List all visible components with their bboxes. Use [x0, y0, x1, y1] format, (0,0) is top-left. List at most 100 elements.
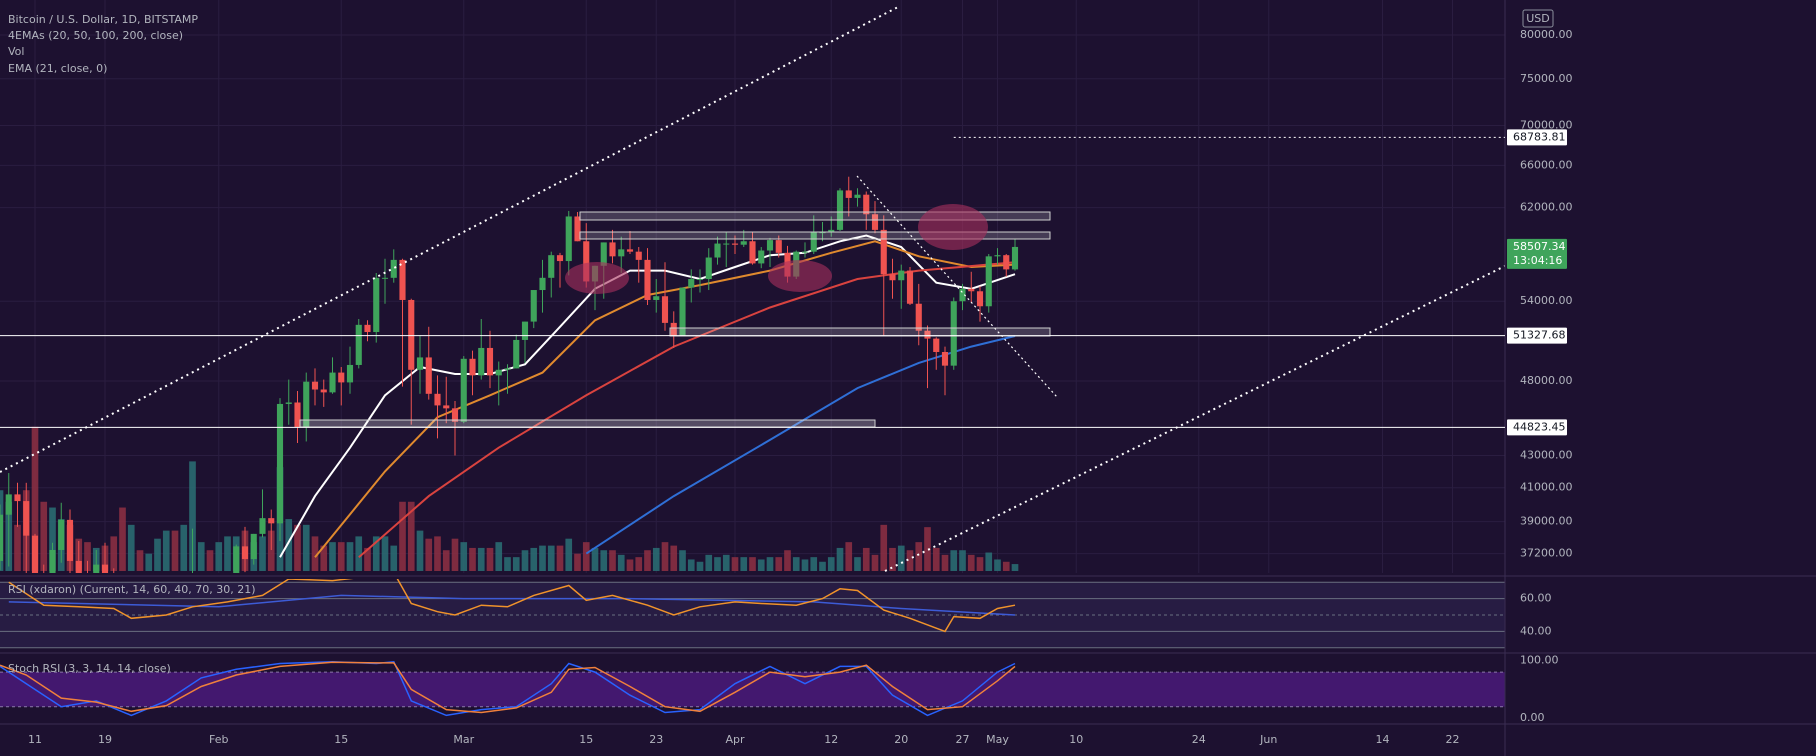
candle-body: [863, 194, 870, 215]
volume-bar: [810, 557, 818, 571]
candle-body: [101, 564, 109, 573]
rsi-ma: [8, 594, 1016, 616]
volume-bar: [705, 554, 713, 571]
candle-body: [14, 494, 21, 502]
rsi-tick-label: 40.00: [1520, 624, 1552, 637]
volume-bar: [565, 538, 573, 571]
volume-bar: [932, 547, 940, 571]
volume-bar: [355, 536, 363, 571]
volume-bar: [722, 554, 730, 571]
countdown: 13:04:16: [1513, 254, 1562, 267]
candle-body: [994, 255, 1001, 257]
x-tick-label: 22: [1446, 733, 1460, 746]
candle-body: [740, 241, 747, 245]
x-tick-label: 14: [1376, 733, 1390, 746]
volume-bar: [976, 557, 984, 571]
candle-body: [574, 216, 581, 242]
candle-body: [521, 321, 529, 340]
volume-bar: [434, 536, 441, 571]
volume-bar: [556, 545, 564, 571]
candle-body: [600, 242, 607, 266]
candle-body: [469, 358, 476, 376]
volume-bar: [407, 501, 415, 571]
candle-body: [548, 255, 555, 278]
y-tick-label: 43000.00: [1520, 448, 1573, 461]
candle-body: [565, 216, 572, 262]
volume-bar: [792, 557, 800, 571]
indicator-label: 4EMAs (20, 50, 100, 200, close): [8, 29, 183, 42]
volume-bar: [941, 554, 949, 571]
candle-body: [381, 277, 389, 279]
candle-body: [731, 243, 739, 245]
candle-body: [714, 243, 721, 258]
candle-body: [810, 232, 817, 252]
support-zone: [299, 419, 876, 428]
y-tick-label: 80000.00: [1520, 28, 1573, 41]
candle-body: [819, 232, 826, 234]
volume-bar: [399, 501, 406, 571]
price-tag: [1507, 238, 1567, 269]
candle-body: [766, 240, 774, 251]
candle-body: [268, 518, 275, 524]
volume-bar: [495, 542, 503, 571]
candle-body: [399, 259, 406, 300]
volume-bar: [224, 536, 231, 571]
x-tick-label: 27: [956, 733, 970, 746]
volume-bar: [189, 461, 196, 571]
volume-bar: [582, 542, 590, 571]
candle-body: [75, 560, 82, 573]
candle-body: [355, 324, 362, 365]
candle-body: [801, 251, 809, 253]
candle-body: [486, 347, 494, 376]
moving-average: [585, 335, 1016, 555]
indicator-label: Vol: [8, 45, 24, 58]
candle-body: [311, 381, 319, 390]
candle-body: [259, 518, 266, 534]
volume-bar: [294, 524, 301, 571]
volume-bar: [372, 536, 380, 571]
volume-bar: [950, 550, 958, 571]
candle-body: [775, 240, 782, 253]
stoch-tick-label: 0.00: [1520, 711, 1545, 724]
rsi-tick-label: 60.00: [1520, 592, 1552, 605]
volume-bar: [714, 557, 721, 571]
volume-bar: [171, 530, 179, 571]
price-tag-label: 44823.45: [1513, 420, 1566, 433]
support-zone: [669, 327, 1051, 337]
volume-bar: [530, 547, 538, 571]
pane-content: [0, 579, 1505, 649]
rsi-line: [8, 579, 1016, 633]
volume-bar: [924, 527, 931, 571]
candle-body: [434, 393, 441, 406]
volume-bar: [1002, 561, 1010, 571]
volume-bar: [644, 550, 651, 571]
candle-body: [898, 270, 905, 281]
candle-body: [66, 519, 74, 561]
volume-bar: [84, 542, 91, 571]
volume-bar: [731, 557, 739, 571]
price-tag-label: 51327.68: [1513, 329, 1566, 342]
volume-bar: [766, 557, 774, 571]
x-tick-label: 24: [1192, 733, 1206, 746]
volume-bar: [311, 536, 319, 571]
candle-body: [583, 241, 590, 282]
volume-bar: [784, 550, 791, 571]
price-pane: [0, 176, 1019, 573]
volume-bar: [661, 542, 669, 571]
channel-lower: [884, 265, 1505, 572]
volume-bar: [862, 547, 870, 571]
drawings: [0, 5, 1505, 572]
volume-bar: [259, 536, 266, 571]
volume-bar: [679, 550, 686, 571]
candle-body: [836, 190, 844, 230]
y-tick-label: 62000.00: [1520, 201, 1573, 214]
volume-bar: [915, 542, 923, 571]
chart-title: Bitcoin / U.S. Dollar, 1D, BITSTAMP: [8, 13, 198, 26]
candle-body: [941, 351, 949, 366]
candle-body: [556, 255, 564, 262]
candle-body: [985, 256, 992, 307]
volume-bar: [670, 545, 678, 571]
candle-body: [749, 241, 756, 264]
volume-bar: [31, 426, 39, 571]
volume-bar: [451, 538, 459, 571]
